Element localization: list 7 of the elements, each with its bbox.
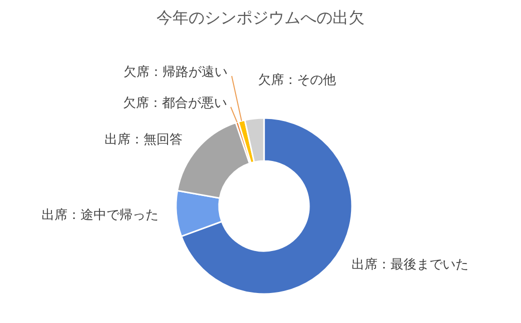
slice-label: 欠席：帰路が遠い <box>124 64 228 80</box>
slice-label: 出席：最後までいた <box>352 256 469 272</box>
chart-title: 今年のシンポジウムへの出欠 <box>156 8 364 27</box>
slice-label: 出席：無回答 <box>104 132 183 148</box>
slice-label: 欠席：その他 <box>258 72 336 88</box>
slice-label: 欠席：都合が悪い <box>122 95 227 111</box>
slice-label: 出席：途中で帰った <box>41 206 158 223</box>
